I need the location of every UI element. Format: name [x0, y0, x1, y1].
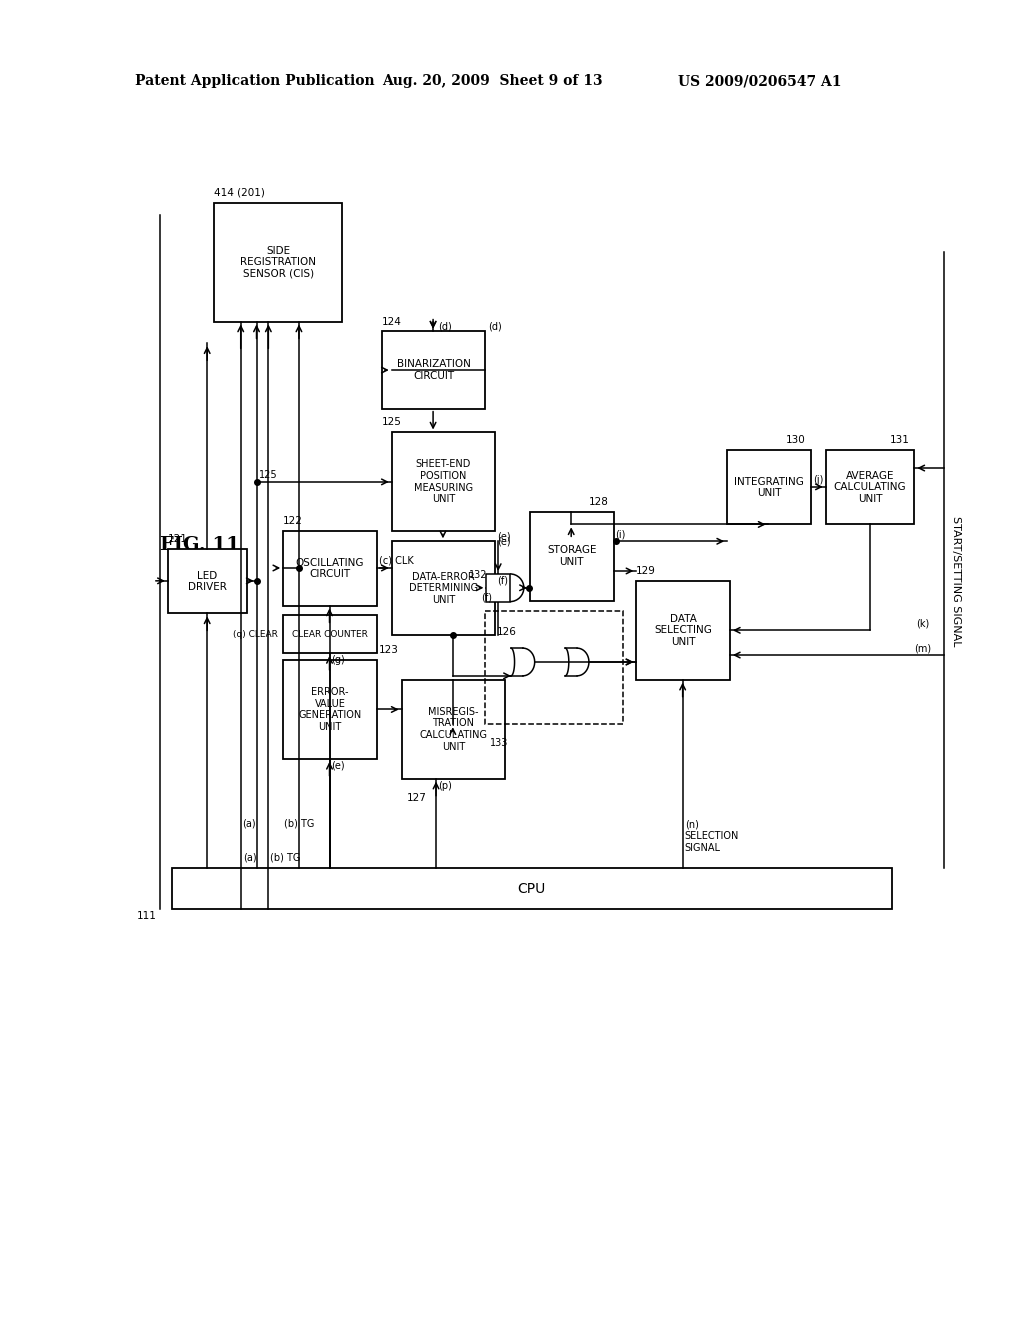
Text: 132: 132: [469, 570, 487, 579]
Text: 131: 131: [890, 436, 909, 445]
Text: OSCILLATING
CIRCUIT: OSCILLATING CIRCUIT: [296, 557, 365, 579]
Text: (i): (i): [615, 529, 626, 540]
Text: 133: 133: [490, 738, 509, 748]
Text: CPU: CPU: [517, 882, 546, 895]
Bar: [214, 203, 342, 322]
Text: 124: 124: [382, 317, 401, 326]
Text: (f): (f): [481, 593, 493, 603]
Text: 125: 125: [258, 470, 278, 480]
Text: (n)
SELECTION
SIGNAL: (n) SELECTION SIGNAL: [685, 820, 739, 853]
Text: (b) TG: (b) TG: [270, 853, 301, 863]
Bar: [172, 867, 892, 909]
Text: 125: 125: [382, 417, 401, 428]
Text: 111: 111: [137, 911, 157, 921]
Text: 122: 122: [284, 516, 303, 527]
Text: SHEET-END
POSITION
MEASURING
UNIT: SHEET-END POSITION MEASURING UNIT: [414, 459, 473, 504]
Text: (g): (g): [332, 655, 345, 665]
Text: (m): (m): [914, 643, 932, 653]
Text: (e): (e): [332, 760, 345, 771]
Bar: [168, 549, 247, 614]
Bar: [485, 611, 624, 725]
Text: (c) CLK: (c) CLK: [379, 556, 414, 566]
Text: 121: 121: [168, 535, 187, 544]
Text: (b) TG: (b) TG: [284, 818, 314, 829]
Text: Patent Application Publication: Patent Application Publication: [135, 74, 375, 88]
Text: LED
DRIVER: LED DRIVER: [187, 570, 226, 593]
Text: DATA
SELECTING
UNIT: DATA SELECTING UNIT: [654, 614, 712, 647]
Text: (a): (a): [243, 853, 256, 863]
Text: AVERAGE
CALCULATING
UNIT: AVERAGE CALCULATING UNIT: [834, 471, 906, 504]
Text: (d): (d): [438, 322, 452, 331]
Text: 123: 123: [379, 645, 398, 655]
Text: SIDE
REGISTRATION
SENSOR (CIS): SIDE REGISTRATION SENSOR (CIS): [241, 246, 316, 279]
Text: MISREGIS-
TRATION
CALCULATING
UNIT: MISREGIS- TRATION CALCULATING UNIT: [419, 708, 487, 751]
Bar: [284, 660, 377, 759]
Text: FIG. 11: FIG. 11: [160, 536, 240, 554]
Text: INTEGRATING
UNIT: INTEGRATING UNIT: [734, 477, 804, 498]
Text: US 2009/0206547 A1: US 2009/0206547 A1: [678, 74, 842, 88]
Text: Aug. 20, 2009  Sheet 9 of 13: Aug. 20, 2009 Sheet 9 of 13: [382, 74, 602, 88]
Text: 129: 129: [636, 566, 656, 576]
Bar: [391, 541, 496, 635]
Text: BINARIZATION
CIRCUIT: BINARIZATION CIRCUIT: [396, 359, 470, 381]
Text: STORAGE
UNIT: STORAGE UNIT: [547, 545, 596, 566]
Text: 126: 126: [498, 627, 517, 638]
Bar: [401, 680, 505, 779]
Text: (p): (p): [438, 780, 452, 791]
Text: (k): (k): [916, 618, 930, 628]
Bar: [529, 512, 613, 601]
Bar: [636, 581, 730, 680]
Bar: [284, 532, 377, 606]
Text: 130: 130: [786, 436, 806, 445]
Text: ERROR-
VALUE
GENERATION
UNIT: ERROR- VALUE GENERATION UNIT: [298, 688, 361, 731]
Text: (e): (e): [498, 532, 511, 541]
Bar: [382, 331, 485, 409]
Text: (j): (j): [813, 475, 823, 484]
Bar: [284, 615, 377, 653]
Text: 127: 127: [407, 792, 426, 803]
Text: START/SETTING SIGNAL: START/SETTING SIGNAL: [951, 516, 961, 645]
Text: DATA-ERROR
DETERMINING
UNIT: DATA-ERROR DETERMINING UNIT: [409, 572, 478, 605]
Bar: [825, 450, 914, 524]
Bar: [391, 433, 496, 532]
Text: CLEAR COUNTER: CLEAR COUNTER: [292, 630, 368, 639]
Text: (q) CLEAR: (q) CLEAR: [233, 630, 279, 639]
Text: (e): (e): [498, 536, 511, 546]
Text: (f): (f): [498, 576, 508, 586]
Text: (a): (a): [242, 818, 255, 829]
Text: 414 (201): 414 (201): [214, 187, 265, 198]
Bar: [486, 574, 510, 602]
Text: 128: 128: [589, 496, 608, 507]
Bar: [727, 450, 811, 524]
Text: (d): (d): [488, 322, 502, 331]
